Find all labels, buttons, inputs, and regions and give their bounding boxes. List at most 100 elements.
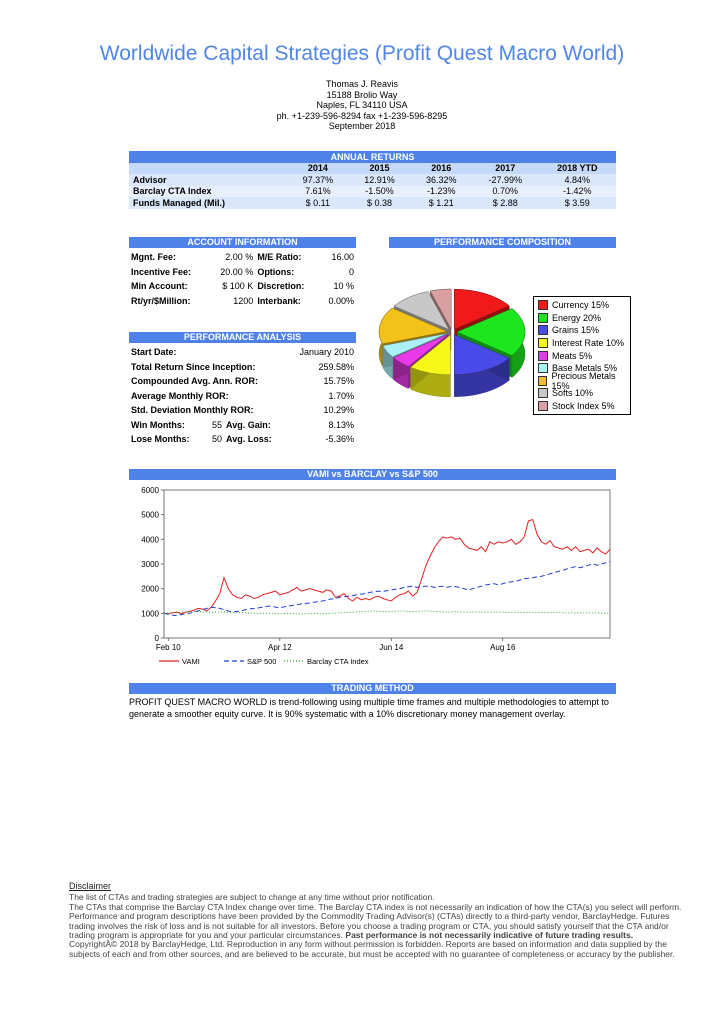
legend-swatch bbox=[538, 312, 548, 323]
disclaimer-paragraph: The list of CTAs and trading strategies … bbox=[69, 892, 435, 903]
legend-swatch bbox=[538, 300, 548, 311]
legend-item: Meats 5% bbox=[534, 349, 630, 362]
value: 20.00 % bbox=[220, 266, 254, 277]
disclaimer: Disclaimer The list of CTAs and trading … bbox=[69, 881, 684, 959]
legend-item: Currency 15% bbox=[534, 299, 630, 312]
pie-slice bbox=[454, 334, 510, 397]
advisor-address: Thomas J. Reavis 15188 Brolio Way Naples… bbox=[0, 79, 724, 132]
cell: -27.99% bbox=[472, 174, 539, 186]
column-header: 2016 bbox=[410, 162, 473, 174]
legend-item: Softs 10% bbox=[534, 387, 630, 400]
disclaimer-heading: Disclaimer bbox=[69, 881, 112, 891]
label: Total Return Since Inception: bbox=[131, 361, 256, 372]
cell: 12.91% bbox=[348, 174, 411, 186]
table-row: Advisor 97.37% 12.91% 36.32% -27.99% 4.8… bbox=[129, 174, 616, 186]
legend-item: Interest Rate 10% bbox=[534, 337, 630, 350]
legend-item: Base Metals 5% bbox=[534, 362, 630, 375]
series-line bbox=[163, 610, 611, 615]
label: Mgnt. Fee: bbox=[131, 252, 176, 263]
label: Min Account: bbox=[131, 281, 188, 292]
cell: $ 0.11 bbox=[287, 197, 349, 209]
legend-swatch bbox=[538, 350, 548, 361]
legend-swatch bbox=[538, 363, 548, 374]
performance-analysis-title: PERFORMANCE ANALYSIS bbox=[129, 332, 356, 343]
legend-item: VAMI bbox=[159, 657, 200, 666]
disclaimer-bold: Past performance is not necessarily indi… bbox=[345, 930, 634, 941]
row-label: Barclay CTA Index bbox=[129, 185, 287, 197]
cell: -1.50% bbox=[348, 185, 411, 197]
label: Discretion: bbox=[257, 281, 305, 292]
y-tick-label: 5000 bbox=[141, 511, 159, 520]
cell: $ 3.59 bbox=[538, 197, 616, 209]
value: January 2010 bbox=[299, 347, 354, 358]
legend-swatch bbox=[538, 375, 548, 386]
legend-item: Barclay CTA Index bbox=[284, 657, 369, 666]
x-tick-label: Feb 10 bbox=[156, 643, 181, 652]
legend-label: Energy 20% bbox=[552, 312, 602, 323]
trading-method-title: TRADING METHOD bbox=[129, 683, 616, 694]
column-header: 2014 bbox=[287, 162, 349, 174]
table-row: Incentive Fee: 20.00 % Options: 0 bbox=[129, 265, 356, 280]
cell: 97.37% bbox=[287, 174, 349, 186]
column-header: 2018 YTD bbox=[538, 162, 616, 174]
x-tick-label: Aug 16 bbox=[490, 643, 516, 652]
legend-swatch bbox=[538, 325, 548, 336]
row-label: Advisor bbox=[129, 174, 287, 186]
label: Interbank: bbox=[257, 295, 301, 306]
cell: 7.61% bbox=[287, 185, 349, 197]
table-row: Compounded Avg. Ann. ROR: 15.75% bbox=[129, 374, 356, 389]
column-header: 2017 bbox=[472, 162, 539, 174]
cell: 36.32% bbox=[410, 174, 473, 186]
legend-label: Meats 5% bbox=[552, 350, 593, 361]
legend-label: Stock Index 5% bbox=[552, 401, 615, 412]
account-info-table: Mgnt. Fee: 2.00 % M/E Ratio: 16.00 Incen… bbox=[129, 250, 356, 308]
vami-chart-title: VAMI vs BARCLAY vs S&P 500 bbox=[129, 469, 616, 480]
table-row: Total Return Since Inception: 259.58% bbox=[129, 360, 356, 375]
y-tick-label: 2000 bbox=[141, 585, 159, 594]
x-tick-label: Jun 14 bbox=[379, 643, 404, 652]
legend-label: VAMI bbox=[182, 657, 200, 666]
legend-label: Barclay CTA Index bbox=[307, 657, 369, 666]
value: 55 bbox=[212, 419, 223, 430]
cell: $ 1.21 bbox=[410, 197, 473, 209]
y-tick-label: 1000 bbox=[141, 609, 159, 618]
annual-returns-table: ANNUAL RETURNS 2014 2015 2016 2017 2018 … bbox=[129, 151, 616, 209]
composition-pie-chart bbox=[378, 288, 526, 398]
y-tick-label: 0 bbox=[155, 634, 160, 643]
performance-analysis-table: Start Date: January 2010 Total Return Sin… bbox=[129, 345, 356, 447]
value: 50 bbox=[212, 434, 223, 445]
legend-swatch bbox=[538, 401, 548, 412]
table-row: Win Months: 55 Avg. Gain: 8.13% bbox=[129, 418, 356, 433]
table-row: Start Date: January 2010 bbox=[129, 345, 356, 360]
value: 16.00 bbox=[331, 252, 354, 263]
trading-method-text: PROFIT QUEST MACRO WORLD is trend-follow… bbox=[129, 697, 609, 719]
address-line: September 2018 bbox=[328, 121, 396, 131]
series-line bbox=[163, 518, 611, 615]
table-row: Barclay CTA Index 7.61% -1.50% -1.23% 0.… bbox=[129, 185, 616, 197]
label: Lose Months: bbox=[131, 434, 190, 445]
cell: $ 2.88 bbox=[472, 197, 539, 209]
plot-area bbox=[163, 489, 611, 639]
table-row: Rt/yr/$Million: 1200 Interbank: 0.00% bbox=[129, 294, 356, 309]
address-line: ph. +1-239-596-8294 fax +1-239-596-8295 bbox=[276, 110, 448, 121]
legend-label: Base Metals 5% bbox=[552, 363, 618, 374]
label: M/E Ratio: bbox=[257, 252, 302, 263]
x-tick-label: Apr 12 bbox=[268, 643, 292, 652]
value: 15.75% bbox=[323, 376, 354, 387]
disclaimer-text: Performance and program descriptions hav… bbox=[69, 911, 670, 941]
table-row: Std. Deviation Monthly ROR: 10.29% bbox=[129, 403, 356, 418]
label: Incentive Fee: bbox=[131, 266, 192, 277]
disclaimer-paragraph: Performance and program descriptions hav… bbox=[69, 912, 684, 940]
table-row: Average Monthly ROR: 1.70% bbox=[129, 389, 356, 404]
cell: 0.70% bbox=[472, 185, 539, 197]
series-line bbox=[163, 561, 611, 617]
label: Average Monthly ROR: bbox=[131, 390, 229, 401]
legend-item: Stock Index 5% bbox=[534, 400, 630, 413]
cell: 4.84% bbox=[538, 174, 616, 186]
label: Start Date: bbox=[131, 347, 177, 358]
legend-label: Softs 10% bbox=[552, 388, 594, 399]
value: 0 bbox=[348, 266, 354, 277]
composition-legend: Currency 15% Energy 20% Grains 15% Interest… bbox=[533, 296, 631, 416]
legend-label: Grains 15% bbox=[552, 325, 600, 336]
value: 1.70% bbox=[328, 390, 354, 401]
